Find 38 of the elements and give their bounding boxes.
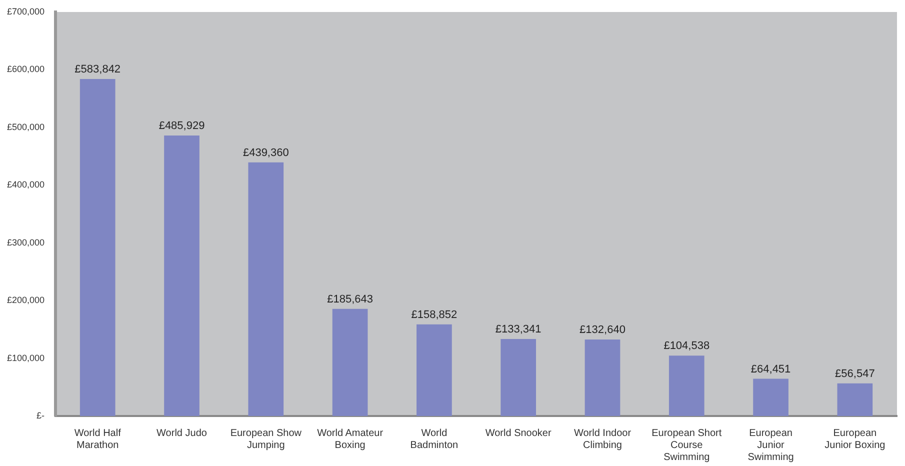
x-tick-label: World Half Marathon [74,428,122,451]
x-tick-label: World Snooker [485,428,552,439]
y-tick-label: £100,000 [6,352,45,363]
data-label: £132,640 [580,324,626,336]
data-label: £64,451 [750,363,791,376]
x-tick-label: European Junior Swimming [748,428,794,463]
y-tick-label: £400,000 [6,180,45,190]
data-label: £485,929 [158,120,205,132]
data-label: £439,360 [242,146,289,159]
bar [500,339,536,416]
x-tick-label: European Short Course Swimming [652,428,722,463]
bar [837,383,873,416]
y-tick-label: £600,000 [6,64,45,74]
y-tick-label: £700,000 [6,6,45,16]
data-label: £583,842 [74,64,121,76]
data-label: £133,341 [495,324,542,336]
bar [668,356,704,416]
bar [332,308,368,416]
bar [248,162,284,416]
y-tick-label: £500,000 [6,122,45,132]
x-tick-label: World Badminton [410,428,458,451]
y-tick-label: £300,000 [6,237,45,248]
y-tick-label: £- [36,410,45,420]
x-tick-label: European Junior Boxing [824,428,886,451]
x-tick-label: European Show Jumping [230,428,302,451]
bar [80,79,116,416]
data-label: £56,547 [835,368,875,380]
data-label: £104,538 [664,340,710,352]
bar [753,378,788,416]
data-label: £158,852 [411,308,458,321]
x-tick-label: World Judo [156,428,208,439]
y-tick-label: £200,000 [6,295,45,306]
x-tick-label: World Indoor Climbing [574,428,632,451]
bar [416,324,452,416]
bar [164,136,200,416]
x-tick-label: World Amateur Boxing [317,428,384,451]
data-label: £185,643 [327,293,373,306]
bar [584,339,620,416]
